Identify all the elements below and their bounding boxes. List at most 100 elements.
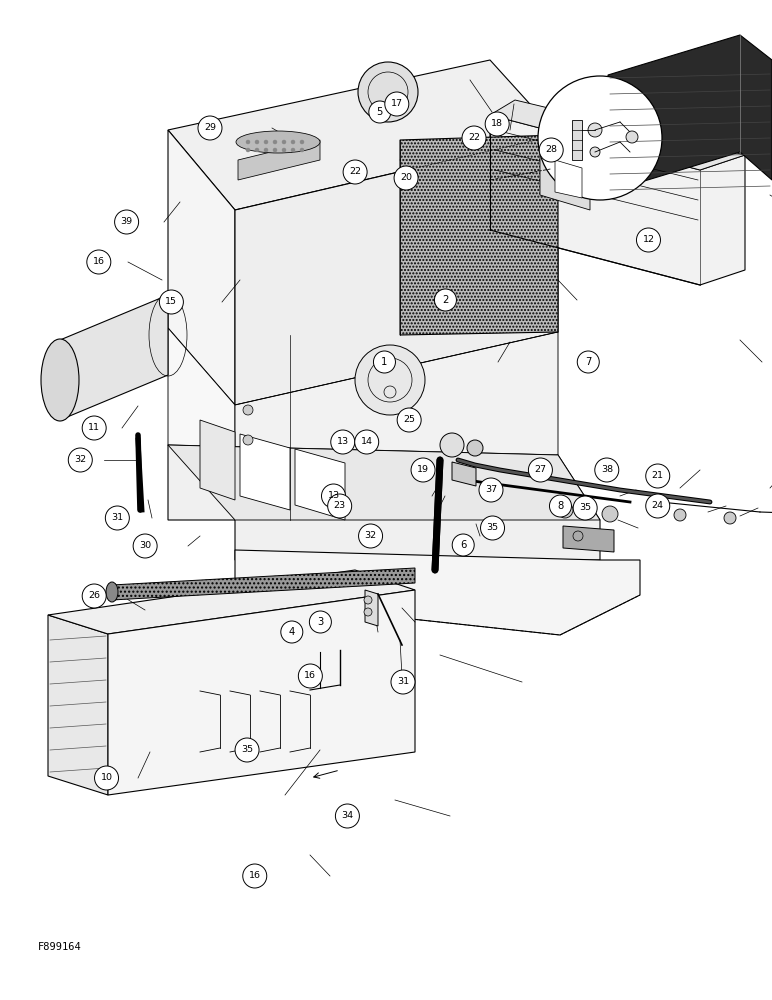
Polygon shape <box>168 130 235 405</box>
Text: 13: 13 <box>337 438 349 446</box>
Circle shape <box>198 116 222 140</box>
Text: 35: 35 <box>241 746 253 754</box>
Text: 31: 31 <box>397 678 409 686</box>
Circle shape <box>300 140 304 144</box>
Text: 12: 12 <box>642 235 655 244</box>
Circle shape <box>440 433 464 457</box>
Text: 37: 37 <box>485 486 497 494</box>
Polygon shape <box>608 35 772 192</box>
Text: 2: 2 <box>442 295 449 305</box>
Text: 6: 6 <box>460 540 466 550</box>
Text: 20: 20 <box>400 174 412 182</box>
Polygon shape <box>238 140 320 180</box>
Circle shape <box>485 112 510 136</box>
Text: 32: 32 <box>74 456 86 464</box>
Ellipse shape <box>41 339 79 421</box>
Text: 13: 13 <box>327 491 340 500</box>
Circle shape <box>321 484 346 508</box>
Text: 22: 22 <box>349 167 361 176</box>
Text: 23: 23 <box>334 502 346 510</box>
Circle shape <box>281 621 303 643</box>
Circle shape <box>300 148 304 152</box>
Circle shape <box>327 494 352 518</box>
Text: 16: 16 <box>304 672 317 680</box>
Polygon shape <box>168 328 235 520</box>
Circle shape <box>590 147 600 157</box>
Polygon shape <box>490 100 745 170</box>
Circle shape <box>539 138 564 162</box>
Circle shape <box>133 534 157 558</box>
Circle shape <box>674 509 686 521</box>
Circle shape <box>467 440 483 456</box>
Ellipse shape <box>106 582 118 602</box>
Polygon shape <box>48 615 108 795</box>
Text: 14: 14 <box>361 438 373 446</box>
Circle shape <box>343 160 367 184</box>
Circle shape <box>282 140 286 144</box>
Polygon shape <box>365 590 378 626</box>
Polygon shape <box>235 332 558 520</box>
Circle shape <box>435 289 456 311</box>
Polygon shape <box>452 462 476 486</box>
Circle shape <box>394 166 418 190</box>
Text: 21: 21 <box>652 472 664 481</box>
Circle shape <box>364 608 372 616</box>
Ellipse shape <box>236 131 320 153</box>
Circle shape <box>724 512 736 524</box>
Circle shape <box>330 430 355 454</box>
Polygon shape <box>540 155 590 210</box>
Polygon shape <box>168 445 600 560</box>
Text: 22: 22 <box>468 133 480 142</box>
Circle shape <box>384 92 409 116</box>
Circle shape <box>335 804 360 828</box>
Circle shape <box>355 345 425 415</box>
Circle shape <box>358 524 383 548</box>
Circle shape <box>291 148 295 152</box>
Polygon shape <box>555 160 582 198</box>
Circle shape <box>82 416 107 440</box>
Circle shape <box>82 584 107 608</box>
Polygon shape <box>168 60 558 210</box>
Text: 28: 28 <box>545 145 557 154</box>
Circle shape <box>538 76 662 200</box>
Circle shape <box>594 458 619 482</box>
Polygon shape <box>168 445 600 520</box>
Text: 32: 32 <box>364 532 377 540</box>
Text: 4: 4 <box>289 627 295 637</box>
Text: 38: 38 <box>601 466 613 475</box>
Circle shape <box>573 496 598 520</box>
Circle shape <box>273 140 277 144</box>
Circle shape <box>550 495 571 517</box>
Text: 19: 19 <box>417 466 429 475</box>
Circle shape <box>159 290 184 314</box>
Polygon shape <box>295 449 345 520</box>
Circle shape <box>255 140 259 144</box>
Text: 7: 7 <box>585 357 591 367</box>
Text: 18: 18 <box>491 119 503 128</box>
Text: 27: 27 <box>534 466 547 475</box>
Circle shape <box>86 250 111 274</box>
Circle shape <box>282 148 286 152</box>
Text: 8: 8 <box>557 501 564 511</box>
Circle shape <box>242 864 267 888</box>
Circle shape <box>602 506 618 522</box>
Circle shape <box>411 458 435 482</box>
Polygon shape <box>400 135 558 335</box>
Circle shape <box>588 123 602 137</box>
Text: 15: 15 <box>165 298 178 306</box>
Circle shape <box>636 228 661 252</box>
Text: 30: 30 <box>139 542 151 550</box>
Circle shape <box>462 126 486 150</box>
Text: 24: 24 <box>652 502 664 510</box>
Circle shape <box>626 131 638 143</box>
Circle shape <box>645 464 670 488</box>
Circle shape <box>391 670 415 694</box>
Circle shape <box>528 458 553 482</box>
Circle shape <box>480 516 505 540</box>
Text: 31: 31 <box>111 514 124 522</box>
Polygon shape <box>48 570 415 634</box>
Circle shape <box>264 148 268 152</box>
Circle shape <box>246 140 250 144</box>
Circle shape <box>557 502 573 518</box>
Polygon shape <box>200 420 235 500</box>
